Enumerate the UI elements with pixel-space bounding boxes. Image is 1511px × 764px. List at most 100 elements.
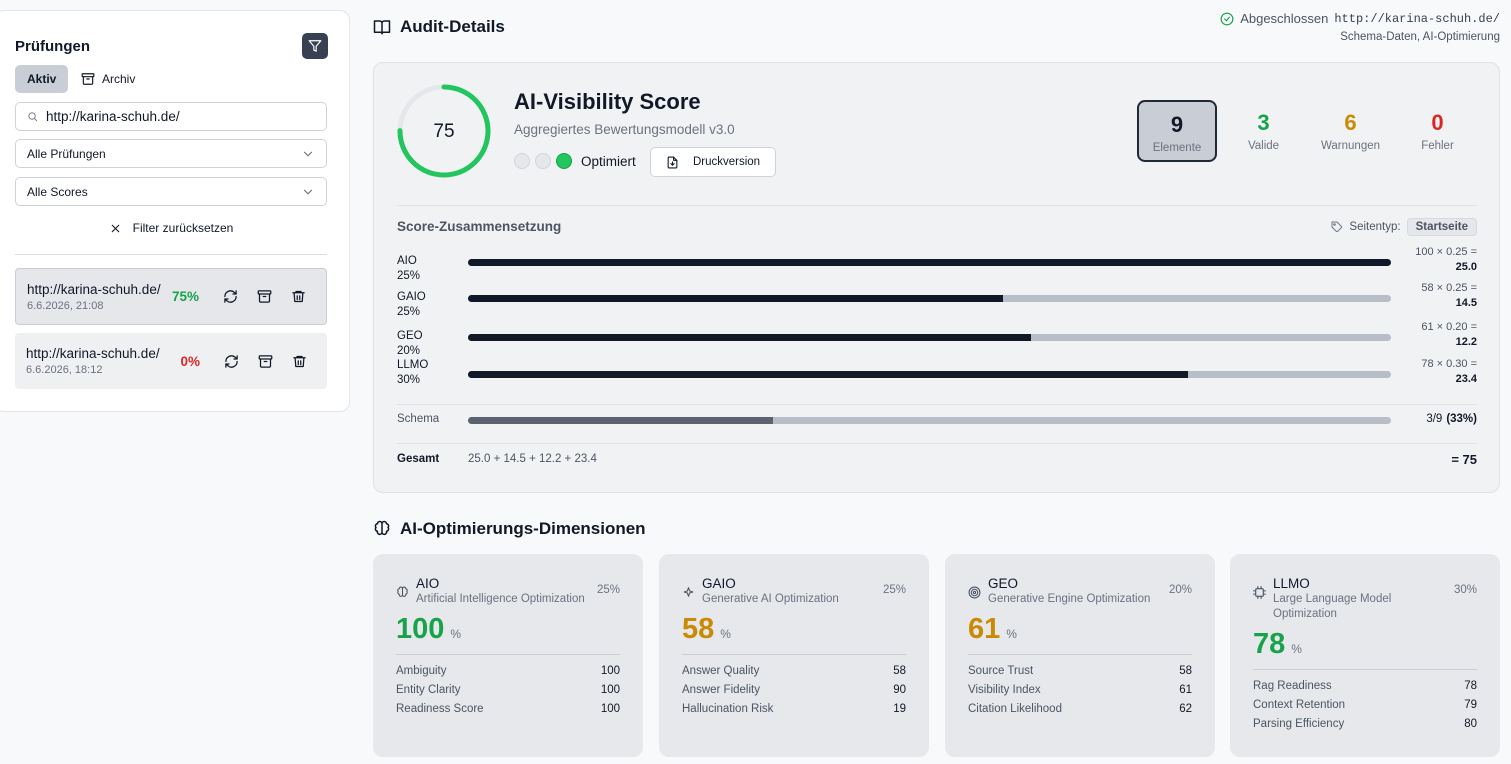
page-type-badge: Startseite (1406, 218, 1477, 236)
refresh-button[interactable] (213, 289, 247, 304)
card-icon (682, 576, 695, 607)
archive-button[interactable] (247, 289, 281, 304)
metric-label: Rag Readiness (1253, 679, 1332, 692)
score-value: 78 (1253, 628, 1286, 660)
check-icon (1220, 12, 1234, 25)
schema-count: 3/9 (1426, 413, 1443, 425)
metric-value: 61 (1179, 683, 1192, 696)
metric-row: Citation Likelihood 62 (968, 699, 1192, 718)
search-icon (28, 112, 38, 122)
row-label: GEO 20% (397, 330, 423, 357)
brain-icon (374, 520, 390, 536)
search-input[interactable]: http://karina-schuh.de/ (15, 102, 327, 131)
reset-text: Filter zurücksetzen (132, 221, 234, 235)
stat-label: Warnungen (1320, 140, 1381, 152)
refresh-button[interactable] (214, 354, 248, 369)
card-score: 61% (968, 613, 1192, 646)
score-unit: % (450, 627, 462, 641)
card-name: GAIO (702, 576, 736, 591)
status-url: http://karina-schuh.de/ (1334, 11, 1500, 26)
book-icon (373, 20, 391, 35)
score-unit: % (1291, 642, 1302, 656)
x-icon (111, 224, 119, 232)
row-formula: 100 × 0.25 = (1415, 246, 1477, 258)
total-result: = 75 (1451, 452, 1477, 467)
bar-track (468, 370, 1391, 378)
card-name: AIO (416, 576, 440, 591)
metric-value: 100 (600, 702, 620, 715)
audit-item[interactable]: http://karina-schuh.de/6.6.2026, 18:12 0% (15, 333, 327, 389)
tab-active[interactable]: Aktiv (15, 65, 69, 93)
row-label: LLMO 30% (397, 359, 429, 386)
filter-select[interactable]: Alle Prüfungen (15, 139, 327, 168)
metric-value: 79 (1464, 698, 1477, 711)
bar (468, 370, 1188, 378)
delete-button-icon (292, 355, 306, 367)
audit-url: http://karina-schuh.de/ (27, 281, 161, 297)
stat: 6 Warnungen (1313, 100, 1388, 162)
card-text: GAIO Generative AI Optimization (702, 576, 839, 607)
stat: 0 Fehler (1400, 100, 1475, 162)
filter-select[interactable]: Alle Scores (15, 177, 327, 206)
archive-icon (81, 73, 95, 85)
metric-row: Source Trust 58 (968, 661, 1192, 680)
card-score: 78% (1253, 628, 1477, 661)
bar (468, 416, 773, 424)
metric-label: Visibility Index (968, 683, 1041, 696)
metric-label: Source Trust (968, 664, 1034, 677)
schema-label: Schema (397, 413, 440, 425)
card-weight: 25% (882, 584, 906, 596)
tag-icon (1331, 221, 1343, 233)
total-label: Gesamt (397, 453, 440, 465)
tab-archive[interactable]: Archiv (81, 65, 135, 93)
audit-item[interactable]: http://karina-schuh.de/6.6.2026, 21:08 75… (15, 268, 327, 325)
row-label: GAIO 25% (397, 291, 426, 318)
card-name: LLMO (1273, 576, 1310, 591)
card-header: GAIO Generative AI Optimization 25% (682, 576, 906, 607)
bar (468, 333, 1032, 341)
metric-label: Entity Clarity (396, 683, 461, 696)
card-name: GEO (988, 576, 1019, 591)
file-icon (667, 156, 678, 168)
ring-arc (397, 84, 491, 178)
card-text: GEO Generative Engine Optimization (988, 576, 1150, 607)
metric-row: Ambiguity 100 (396, 661, 620, 680)
bar (468, 258, 1391, 266)
page-title: Audit-Details (400, 17, 505, 36)
bar-track (468, 294, 1391, 302)
score-unit: % (1006, 627, 1017, 641)
dimension-card: AIO Artificial Intelligence Optimization 2… (373, 554, 643, 757)
divider (397, 205, 1477, 206)
page-header: Audit-Details (373, 17, 505, 37)
score-title: AI-Visibility Score (514, 89, 701, 114)
schema-result: 3/9 (33%) (1426, 413, 1477, 425)
archive-button[interactable] (248, 354, 282, 369)
filter-icon (308, 40, 322, 52)
row-formula: 78 × 0.30 = (1421, 358, 1477, 370)
refresh-button-icon (224, 354, 238, 368)
metric-value: 90 (893, 683, 906, 696)
card-header: LLMO Large Language Model Optimization 30% (1253, 576, 1477, 622)
print-button[interactable]: Druckversion (650, 147, 776, 177)
dim-icon (1253, 586, 1266, 599)
refresh-button-icon (223, 290, 237, 303)
card-score: 100% (396, 613, 620, 646)
metric-value: 100 (600, 683, 620, 696)
metric-row: Rag Readiness 78 (1253, 676, 1477, 695)
archive-button-icon (257, 290, 271, 303)
metric-row: Parsing Efficiency 80 (1253, 714, 1477, 733)
filter-button[interactable] (302, 33, 328, 59)
delete-button[interactable] (282, 354, 316, 369)
reset-filter[interactable]: Filter zurücksetzen (15, 221, 327, 235)
metric-value: 78 (1464, 679, 1477, 692)
delete-button-icon (291, 290, 305, 303)
stat-value: 6 (1344, 110, 1357, 135)
score-value: 100 (396, 613, 445, 645)
metric-row: Entity Clarity 100 (396, 680, 620, 699)
row-result: 23.4 (1455, 373, 1477, 385)
divider (682, 654, 906, 655)
metric-label: Answer Fidelity (682, 683, 760, 696)
score-unit: % (720, 627, 731, 641)
row-label: AIO 25% (397, 255, 421, 282)
delete-button[interactable] (281, 289, 315, 304)
